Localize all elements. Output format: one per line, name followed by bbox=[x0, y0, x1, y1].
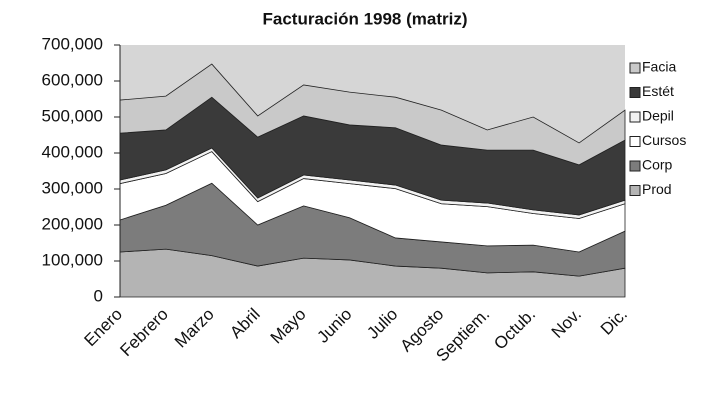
y-tick-label: 400,000 bbox=[42, 142, 103, 161]
y-tick-label: 300,000 bbox=[42, 178, 103, 197]
legend-label: Corp bbox=[642, 157, 673, 173]
x-tick-label: Marzo bbox=[171, 305, 218, 352]
y-tick-label: 600,000 bbox=[42, 70, 103, 89]
legend-swatch bbox=[629, 136, 641, 147]
legend-swatch bbox=[629, 111, 641, 123]
y-tick-label: 500,000 bbox=[42, 106, 103, 125]
y-tick-label: 700,000 bbox=[42, 34, 103, 53]
legend-label: Cursos bbox=[642, 132, 686, 148]
legend-swatch bbox=[629, 87, 641, 98]
x-tick-label: Dic. bbox=[597, 305, 631, 339]
x-tick-label: Nov. bbox=[548, 305, 585, 342]
chart-title: Facturación 1998 (matriz) bbox=[262, 9, 467, 28]
legend-label: Depil bbox=[642, 108, 674, 124]
y-tick-label: 100,000 bbox=[42, 250, 103, 269]
legend-swatch bbox=[629, 62, 641, 74]
x-tick-label: Octub. bbox=[490, 305, 539, 354]
x-tick-label: Abril bbox=[226, 305, 263, 342]
x-tick-label: Febrero bbox=[116, 305, 172, 361]
x-tick-label: Mayo bbox=[267, 305, 310, 348]
y-tick-label: 200,000 bbox=[42, 214, 103, 233]
legend-swatch bbox=[629, 185, 641, 196]
legend-label: Prod bbox=[642, 181, 672, 197]
x-tick-label: Junio bbox=[313, 305, 355, 347]
legend-label: Estét bbox=[642, 83, 674, 99]
legend-swatch bbox=[629, 160, 641, 172]
area bbox=[119, 63, 626, 166]
y-tick-label: 0 bbox=[94, 286, 103, 305]
legend-label: Facia bbox=[642, 59, 676, 75]
x-tick-label: Julio bbox=[363, 305, 401, 343]
